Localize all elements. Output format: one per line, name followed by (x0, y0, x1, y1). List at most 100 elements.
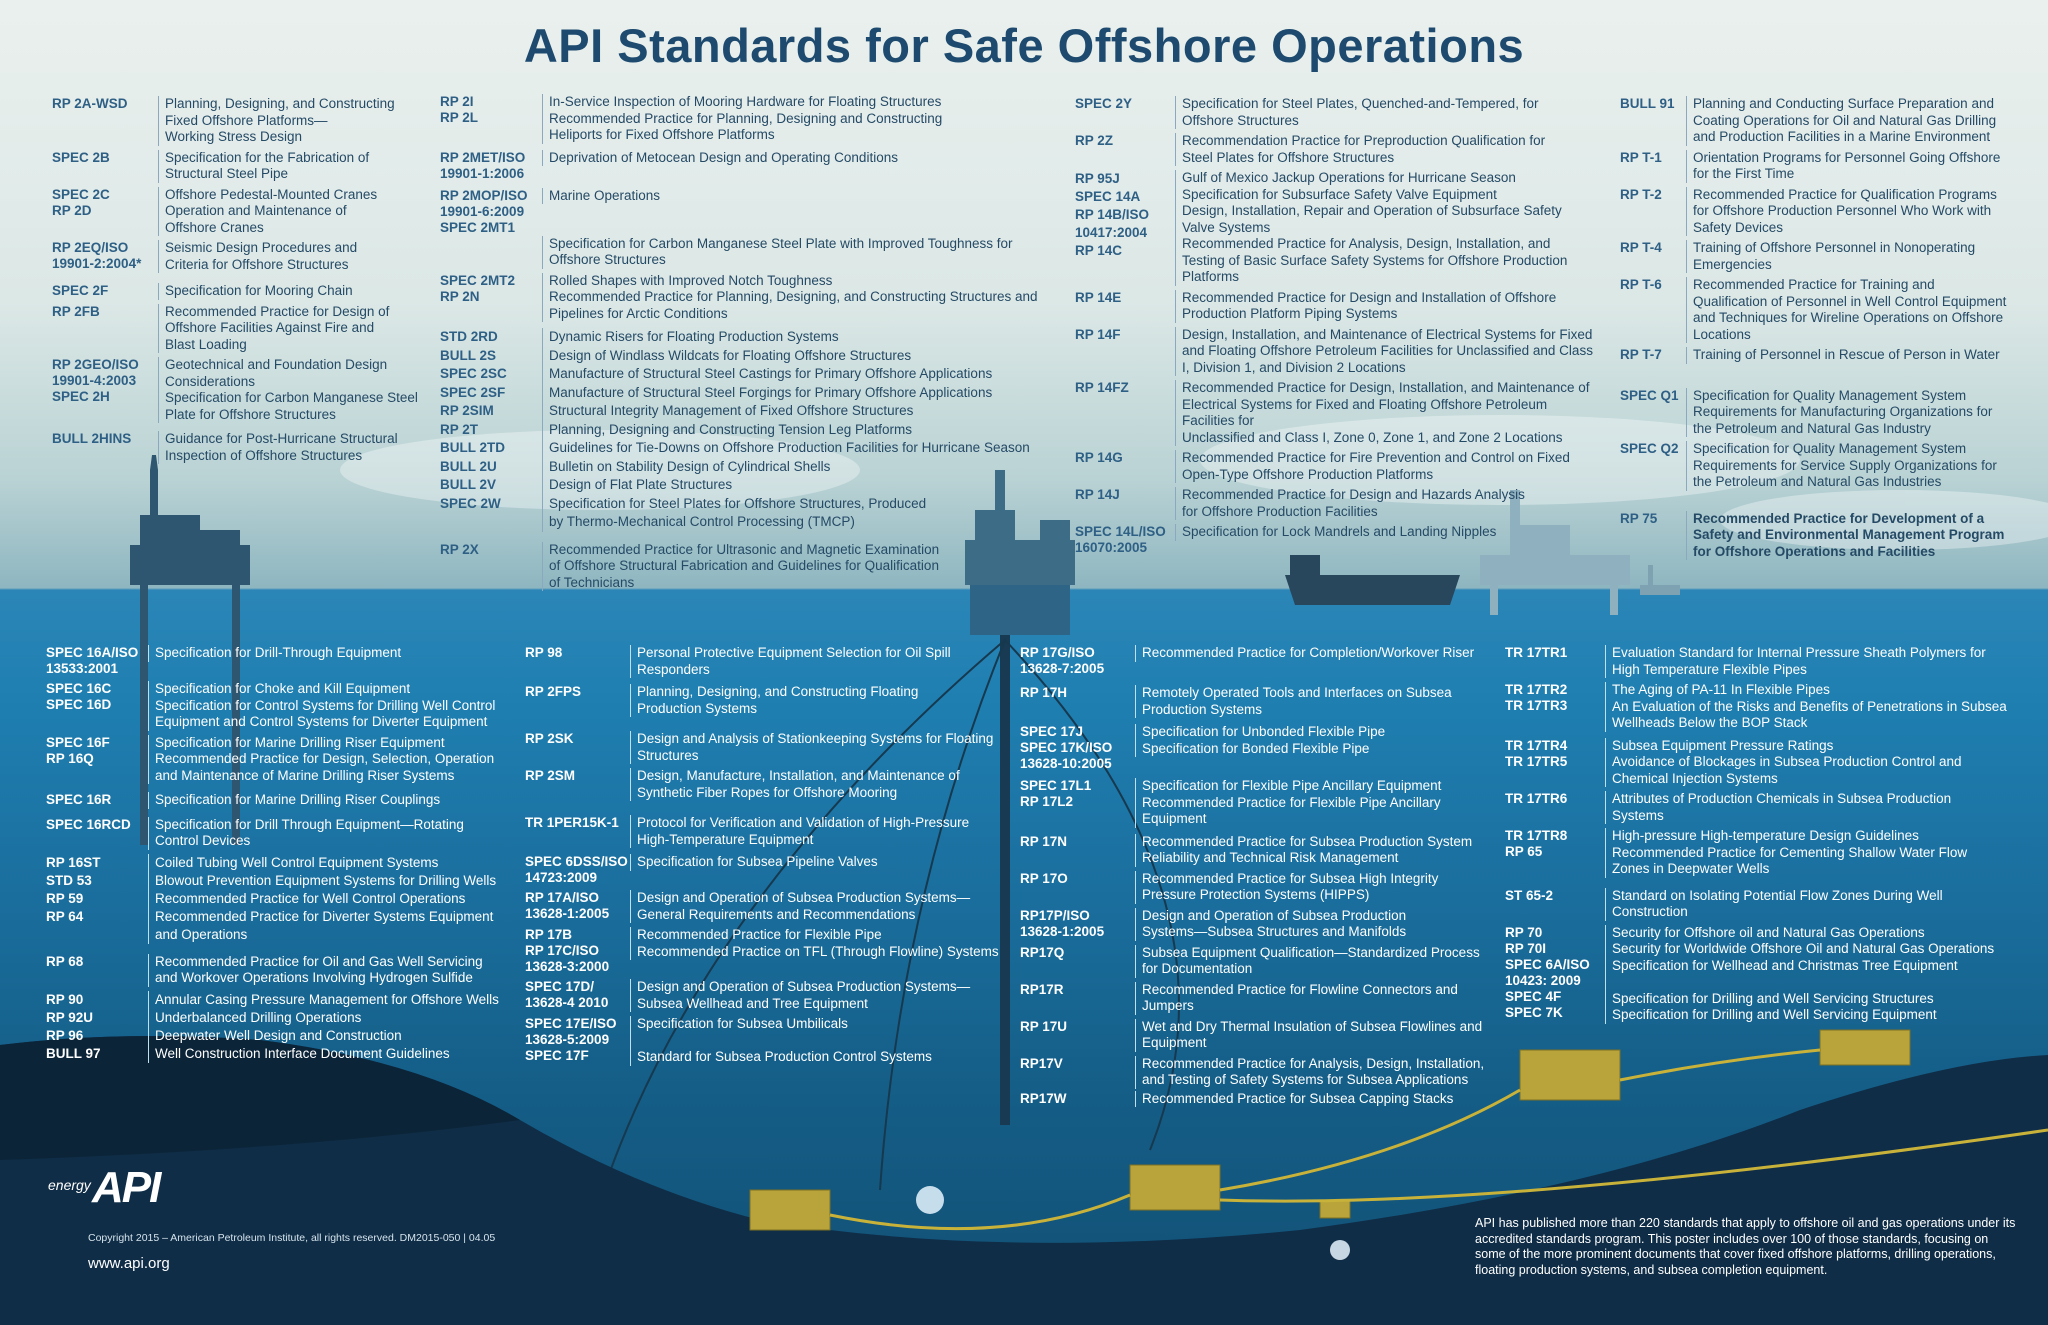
standard-entry: TR 17TR2 TR 17TR3 The Aging of PA-11 In F… (1505, 682, 2025, 732)
standard-entry: BULL 91 Planning and Conducting Surface P… (1620, 96, 2020, 146)
standard-description: Design and Analysis of Stationkeeping Sy… (630, 731, 1005, 764)
top-column-2: RP 2I RP 2L In-Service Inspection of Moor… (440, 94, 1040, 591)
standard-code: SPEC 2F (52, 283, 109, 298)
standard-description: Recommended Practice for Design, Install… (1175, 380, 1600, 446)
standard-description: Orientation Programs for Personnel Going… (1686, 149, 2020, 183)
website-link[interactable]: www.api.org (88, 1255, 170, 1272)
standard-description: Specification for Marine Drilling Riser … (148, 792, 506, 809)
standard-code: SPEC 2B (52, 149, 110, 165)
standard-code: SPEC 14L/ISO 16070:2005 (1075, 524, 1166, 555)
standard-description: Remotely Operated Tools and Interfaces o… (1135, 685, 1505, 718)
standard-entry: TR 1PER15K-1 Protocol for Verification an… (525, 815, 1005, 848)
standard-description: Specification for Quality Management Sys… (1686, 441, 2020, 491)
standard-description: The Aging of PA-11 In Flexible Pipes An … (1605, 682, 2025, 732)
logo-api-text: API (92, 1163, 161, 1212)
standard-description: Guidance for Post-Hurricane Structural I… (158, 431, 422, 464)
standard-code: SPEC 16R (46, 792, 112, 807)
standard-entry: SPEC 16F RP 16Q Specification for Marine … (46, 734, 506, 784)
standard-code: RP 70 RP 70I SPEC 6A/ISO 10423: 2009 SPE… (1505, 924, 1590, 1020)
standard-code: ST 65-2 (1505, 887, 1554, 903)
standard-entry: RP 17O Recommended Practice for Subsea Hi… (1020, 870, 1505, 904)
standard-code: RP 90 RP 92U RP 96 BULL 97 (46, 991, 101, 1061)
standard-code: RP 2X (440, 541, 479, 557)
standard-code: RP 14J (1075, 487, 1120, 502)
standard-code: SPEC 2MT2 RP 2N (440, 272, 516, 304)
standard-code: SPEC 16C SPEC 16D (46, 681, 112, 712)
copyright-notice: Copyright 2015 – American Petroleum Inst… (88, 1232, 496, 1244)
standard-description: Design, Installation, and Maintenance of… (1175, 326, 1600, 376)
standard-code: RP 14F (1075, 326, 1121, 342)
standard-entry: RP17P/ISO 13628-1:2005 Design and Operati… (1020, 907, 1505, 941)
standard-description: Security for Offshore oil and Natural Ga… (1605, 924, 2025, 1024)
standard-entry: SPEC 6DSS/ISO 14723:2009 Specification fo… (525, 854, 1005, 886)
standard-entry: RP 2Z Recommendation Practice for Preprod… (1075, 133, 1600, 166)
standard-code: BULL 2HINS (52, 431, 132, 446)
standard-entry: RP T-4 Training of Offshore Personnel in … (1620, 240, 2020, 273)
standard-code: RP 17G/ISO 13628-7:2005 (1020, 645, 1105, 676)
standard-description: Wet and Dry Thermal Insulation of Subsea… (1135, 1018, 1505, 1052)
standard-code: TR 17TR6 (1505, 791, 1568, 806)
standard-entry: RP17V Recommended Practice for Analysis, … (1020, 1055, 1505, 1089)
standard-description: In-Service Inspection of Mooring Hardwar… (542, 94, 1040, 144)
seabed-shadow (0, 1036, 520, 1160)
standard-entry: STD 2RD BULL 2S SPEC 2SC SPEC 2SF RP 2SI… (440, 328, 1040, 532)
standard-description: Rolled Shapes with Improved Notch Toughn… (542, 272, 1040, 322)
standard-code: RP 17N (1020, 833, 1068, 849)
subsea-flowlines (829, 1048, 2048, 1231)
standard-entry: RP 2A-WSD Planning, Designing, and Constr… (52, 96, 422, 146)
standard-entry: RP17R Recommended Practice for Flowline C… (1020, 981, 1505, 1015)
standard-code: SPEC 17E/ISO 13628-5:2009 SPEC 17F (525, 1016, 617, 1063)
standard-entry: TR 17TR6 Attributes of Production Chemica… (1505, 791, 2025, 824)
standard-code: RP 2GEO/ISO 19901-4:2003 SPEC 2H (52, 357, 139, 404)
standard-entry: BULL 2HINS Guidance for Post-Hurricane St… (52, 431, 422, 464)
standard-code: RP17P/ISO 13628-1:2005 (1020, 907, 1105, 939)
bottom-column-1: SPEC 16A/ISO 13533:2001 Specification for… (46, 645, 506, 1063)
standard-description: Specification for Choke and Kill Equipme… (148, 681, 506, 731)
standard-description: Subsea Equipment Qualification—Standardi… (1135, 944, 1505, 978)
standard-entry: RP 68 Recommended Practice for Oil and Ga… (46, 953, 506, 987)
standard-description: Recommended Practice for Qualification P… (1686, 186, 2020, 236)
standard-entry: SPEC 17E/ISO 13628-5:2009 SPEC 17F Specif… (525, 1016, 1005, 1066)
standard-entry: RP 14E Recommended Practice for Design an… (1075, 289, 1600, 323)
standard-description: Planning, Designing, and Constructing Fi… (158, 96, 422, 146)
standard-description: Specification for Subsea Umbilicals Stan… (630, 1016, 1005, 1066)
standard-entry: SPEC 17D/ 13628-4 2010 Design and Operati… (525, 979, 1005, 1012)
standard-description: Planning, Designing, and Constructing Fl… (630, 684, 1005, 717)
standard-description: Recommended Practice for Development of … (1686, 510, 2020, 560)
standard-description: Recommended Practice for Fire Prevention… (1175, 450, 1600, 483)
standard-code: RP T-6 (1620, 277, 1662, 292)
standard-code: RP 2EQ/ISO 19901-2:2004* (52, 240, 142, 271)
standard-code: SPEC Q1 (1620, 387, 1679, 403)
standard-description: Recommended Practice for Flexible Pipe R… (630, 927, 1005, 960)
standard-description: Recommended Practice for Flowline Connec… (1135, 981, 1505, 1015)
standard-entry: RP 17A/ISO 13628-1:2005 Design and Operat… (525, 890, 1005, 923)
standard-code: RP 68 (46, 953, 84, 969)
standard-description: Specification for Lock Mandrels and Land… (1175, 524, 1600, 541)
standard-entry: SPEC 14L/ISO 16070:2005 Specification for… (1075, 524, 1600, 556)
about-paragraph: API has published more than 220 standard… (1475, 1216, 2016, 1277)
standard-entry: SPEC 2F Specification for Mooring Chain (52, 283, 422, 300)
subsea-equipment-icons (749, 1029, 1911, 1231)
standard-code: TR 17TR2 TR 17TR3 (1505, 682, 1568, 713)
standard-entry: RP 2SK Design and Analysis of Stationkeep… (525, 731, 1005, 764)
standard-code: RP 2MET/ISO 19901-1:2006 (440, 149, 526, 181)
standard-code: SPEC 16RCD (46, 816, 131, 832)
standard-description: Attributes of Production Chemicals in Su… (1605, 791, 2025, 824)
standard-code: RP T-1 (1620, 149, 1662, 165)
standard-code: RP T-7 (1620, 347, 1662, 362)
standard-entry: RP 2FB Recommended Practice for Design of… (52, 303, 422, 353)
standard-code: SPEC 16F RP 16Q (46, 734, 110, 766)
standard-code: RP 17A/ISO 13628-1:2005 (525, 890, 610, 921)
standard-entry: SPEC 17L1 RP 17L2 Specification for Flexi… (1020, 778, 1505, 828)
standard-description: Specification for Drill Through Equipmen… (148, 816, 506, 850)
standard-entry: RP T-1 Orientation Programs for Personnel… (1620, 149, 2020, 183)
standard-code: SPEC 17J SPEC 17K/ISO 13628-10:2005 (1020, 724, 1113, 771)
standard-entry: RP 2I RP 2L In-Service Inspection of Moor… (440, 94, 1040, 144)
standard-description: Gulf of Mexico Jackup Operations for Hur… (1175, 170, 1600, 286)
standard-entry: SPEC 16RCD Specification for Drill Throug… (46, 816, 506, 850)
standard-entry: RP 2FPS Planning, Designing, and Construc… (525, 684, 1005, 717)
riser-lines (599, 639, 1180, 1201)
standard-description: Specification for Subsea Pipeline Valves (630, 854, 1005, 871)
standard-description: Evaluation Standard for Internal Pressur… (1605, 645, 2025, 678)
